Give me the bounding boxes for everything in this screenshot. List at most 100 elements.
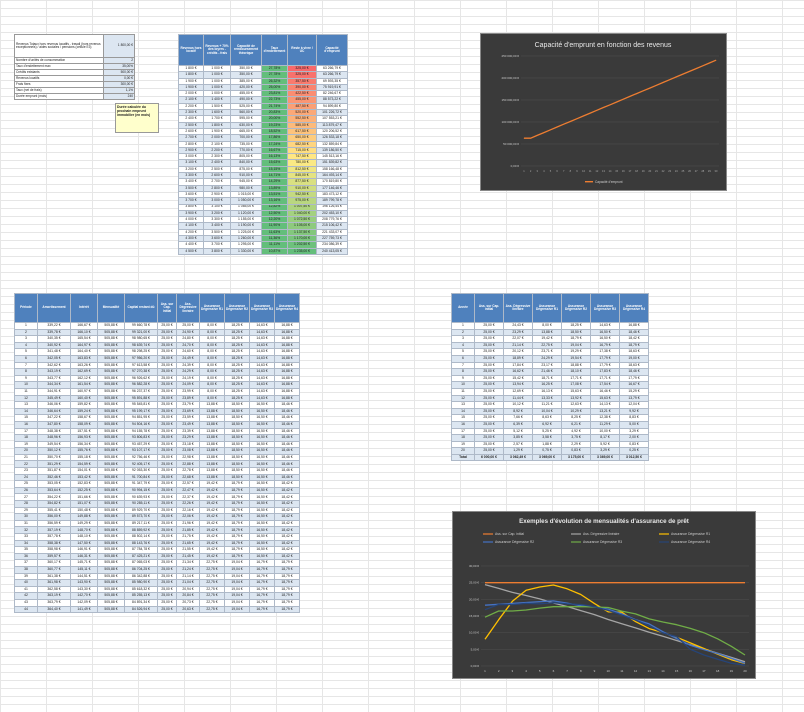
- table-cell: 93 107,17 €: [124, 447, 158, 455]
- table-row: 23 351,87 €154,01 €505,88 €92 053,30 €25,…: [14, 467, 300, 475]
- x-tick-label: 9: [576, 169, 578, 173]
- table-cell: 16,50 €: [249, 546, 275, 554]
- table-row: 20 25,00 €1,29 €0,75 €0,83 €3,29 €0,25 €: [451, 447, 649, 455]
- table-cell: 85 618,32 €: [124, 585, 158, 594]
- table-cell: 18,79 €: [274, 598, 300, 607]
- table-cell: 22: [14, 460, 38, 469]
- table-cell: 153,42 €: [70, 473, 98, 482]
- table-cell: 6: [451, 354, 475, 363]
- table-cell: 18,25 €: [224, 335, 250, 343]
- table-cell: 505,88 €: [97, 585, 125, 594]
- param-value[interactable]: 240: [103, 93, 135, 100]
- column-header: Assurance Dégressive R1: [199, 293, 225, 323]
- table-cell: 23,69 €: [176, 407, 200, 416]
- table-cell: 505,88 €: [97, 368, 125, 376]
- table-row: 4 200 €3 500 €1 225,00 €11,63% 1 137,50 €…: [178, 228, 348, 237]
- table-cell: 158,67 €: [70, 414, 98, 422]
- x-tick-label: 6: [556, 169, 558, 173]
- total-cell: Total: [451, 453, 475, 462]
- y-tick-label: 15,00 €: [469, 614, 479, 618]
- table-cell: 13,88 €: [199, 460, 225, 469]
- table-row: 13 346,06 €159,82 €505,88 €95 545,81 €25,…: [14, 401, 300, 409]
- table-cell: 3: [14, 335, 38, 343]
- table-cell: 505,88 €: [97, 500, 125, 508]
- x-tick-label: 13: [602, 169, 605, 173]
- table-cell: 21,45 €: [176, 552, 200, 561]
- table-cell: 18,25 €: [224, 341, 250, 350]
- table-cell: 5,12 €: [503, 427, 533, 436]
- table-cell: 88 573,22 €: [316, 96, 348, 104]
- table-cell: 148,10 €: [70, 533, 98, 541]
- table-cell: 18,50 €: [224, 467, 250, 475]
- table-cell: 25,00 €: [157, 526, 177, 534]
- table-row: 30 356,00 €149,88 €505,88 €89 573,70 €25,…: [14, 513, 300, 521]
- y-tick-label: 0,00 €: [471, 664, 480, 668]
- y-tick-label: 5,00 €: [471, 647, 480, 651]
- table-cell: 33: [14, 533, 38, 541]
- table-cell: 18,42 €: [274, 539, 300, 548]
- series-line: [484, 600, 746, 664]
- table-cell: 360,17 €: [37, 559, 71, 567]
- series-line: [484, 605, 746, 656]
- data-point: [603, 107, 604, 108]
- table-cell: 12,04 €: [619, 401, 649, 409]
- table-row: 4 25,00 €21,14 €22,75 €19,04 €16,79 €18,7…: [451, 341, 649, 350]
- data-point: [695, 68, 697, 69]
- table-row: 18 348,96 €156,93 €505,88 €93 806,83 €25,…: [14, 434, 300, 442]
- table-cell: 505,88 €: [97, 460, 125, 469]
- table-cell: 18,79 €: [561, 335, 591, 343]
- table-cell: 25,00 €: [474, 328, 504, 337]
- table-cell: 25,00 €: [474, 434, 504, 442]
- table-cell: 16,50 €: [249, 500, 275, 508]
- table-cell: 505,88 €: [97, 440, 125, 449]
- table-cell: 22,37 €: [176, 493, 200, 502]
- table-cell: 155,18 €: [70, 453, 98, 462]
- table-cell: 18,42 €: [274, 493, 300, 502]
- table-cell: 143,30 €: [70, 585, 98, 594]
- column-header: Intérêt: [70, 293, 98, 323]
- table-cell: 35: [14, 546, 38, 554]
- table-cell: 23,99 €: [176, 387, 200, 396]
- table-cell: 157,51 €: [70, 427, 98, 436]
- x-tick-label: 11: [589, 169, 592, 173]
- table-cell: 18,79 €: [274, 572, 300, 581]
- table-row: 2 600 €1 900 €665,00 €18,52% 617,50 €120 …: [178, 127, 348, 136]
- data-point: [642, 90, 644, 92]
- table-cell: 18,79 €: [224, 526, 250, 534]
- table-cell: 107 553,21 €: [316, 115, 348, 123]
- x-tick-label: 16: [622, 169, 625, 173]
- data-point: [675, 76, 677, 78]
- table-cell: 142,70 €: [70, 592, 98, 600]
- table-row: 29 355,41 €150,48 €505,88 €89 929,70 €25,…: [14, 506, 300, 515]
- table-cell: 350,12 €: [37, 447, 71, 455]
- table-cell: 16,88 €: [274, 387, 300, 396]
- x-tick-label: 19: [730, 669, 734, 673]
- table-cell: 341,48 €: [37, 348, 71, 356]
- table-row: 9 25,00 €15,42 €18,71 €17,71 €17,71 €17,7…: [451, 374, 649, 383]
- table-row: 10 344,34 €161,54 €505,88 €96 582,28 €25,…: [14, 381, 300, 389]
- table-cell: 18,25 €: [224, 328, 250, 337]
- table-cell: 25,00 €: [157, 565, 177, 574]
- table-cell: 89 573,70 €: [124, 513, 158, 521]
- table-cell: 156,93 €: [70, 434, 98, 442]
- table-cell: 3,58 €: [532, 434, 562, 442]
- table-cell: 22,75 €: [199, 598, 225, 607]
- table-cell: 19,42 €: [199, 513, 225, 521]
- x-tick-label: 22: [662, 169, 665, 173]
- table-cell: 23,89 €: [176, 394, 200, 403]
- table-cell: 240 413,05 €: [316, 247, 348, 255]
- table-cell: 8,00 €: [199, 368, 225, 376]
- table-cell: 348,38 €: [37, 427, 71, 436]
- total-cell: 6 000,00 €: [474, 453, 504, 462]
- borrowing-capacity-chart[interactable]: Capacité d'emprunt en fonction des reven…: [480, 33, 727, 191]
- insurance-evolution-chart[interactable]: Exemples d'évolution de mensualités d'as…: [452, 511, 756, 679]
- table-cell: 25,00 €: [474, 374, 504, 383]
- table-cell: 16,50 €: [249, 513, 275, 521]
- table-cell: 164,97 €: [70, 341, 98, 350]
- param-value[interactable]: 1 800,00 €: [103, 34, 135, 58]
- table-cell: 13,79 €: [619, 394, 649, 403]
- table-row: 2 100 €1 400 €490,00 €22,73% 455,00 €88 5…: [178, 96, 348, 104]
- table-cell: 6,92 €: [532, 420, 562, 429]
- table-row: 33 357,78 €148,10 €505,88 €88 502,14 €25,…: [14, 533, 300, 541]
- table-cell: 25,00 €: [157, 559, 177, 567]
